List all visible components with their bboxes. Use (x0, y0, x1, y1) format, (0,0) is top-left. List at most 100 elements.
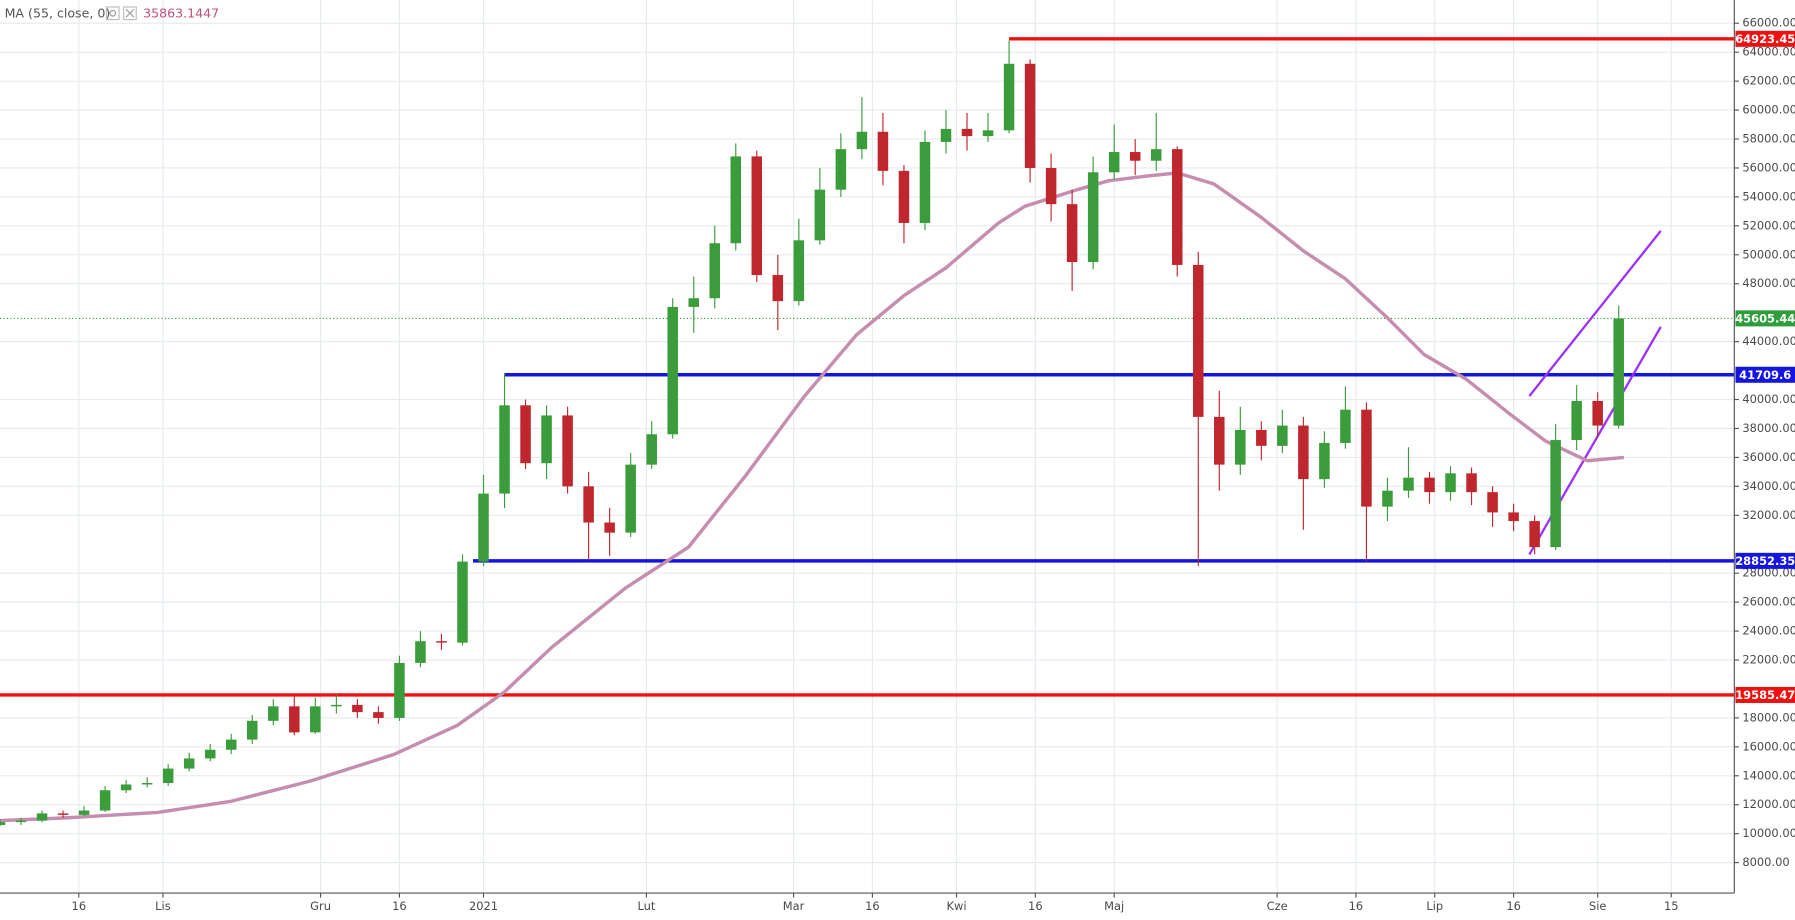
candle-body (15, 820, 27, 823)
x-tick-label: 16 (865, 899, 880, 913)
candle-body (730, 156, 742, 244)
candle-body (394, 662, 405, 718)
close-icon[interactable] (123, 6, 137, 21)
candle-body (772, 275, 784, 302)
level-tag (1735, 686, 1795, 703)
candle-body (625, 464, 636, 533)
y-tick-label: 58000.00 (1742, 132, 1795, 146)
candle-body (1571, 400, 1582, 441)
candle-body (856, 131, 868, 150)
candle-body (898, 170, 910, 223)
candle-body (331, 704, 342, 707)
candle-body (1403, 477, 1414, 491)
candle-body (120, 784, 132, 791)
y-tick-label: 62000.00 (1742, 74, 1795, 88)
candle-body (835, 149, 847, 190)
x-tick-label: 15 (1664, 899, 1679, 913)
y-tick-label: 8000.00 (1742, 855, 1789, 869)
candle-body (1361, 409, 1372, 507)
y-tick-label: 18000.00 (1742, 710, 1795, 724)
y-tick-label: 48000.00 (1742, 276, 1795, 290)
y-tick-label: 36000.00 (1742, 450, 1795, 464)
indicator-legend: MA (55, close, 0) 35863.1447 (5, 5, 220, 20)
candle-body (36, 813, 48, 821)
candle-body (520, 405, 531, 464)
x-tick-label: Maj (1104, 899, 1124, 913)
candle-body (0, 822, 6, 825)
candle-body (436, 641, 447, 643)
y-tick-label: 52000.00 (1742, 218, 1795, 232)
candle-body (1466, 473, 1477, 493)
level-tag (1735, 30, 1795, 47)
y-tick-label: 12000.00 (1742, 797, 1795, 811)
settings-icon-glyph (109, 9, 117, 17)
candle-body (1424, 477, 1435, 493)
candle-body (1150, 149, 1162, 161)
y-tick-label: 16000.00 (1742, 739, 1795, 753)
candle-body (1340, 409, 1351, 443)
candle-body (562, 415, 573, 487)
x-tick-label: Lut (637, 899, 655, 913)
candle-body (1171, 149, 1183, 265)
close-icon-glyph (125, 8, 135, 18)
candle-body (1529, 521, 1540, 548)
candle-body (268, 706, 279, 721)
y-tick-label: 44000.00 (1742, 334, 1795, 348)
candle-body (225, 739, 237, 750)
candle-body (1256, 429, 1267, 446)
candle-body (1592, 400, 1603, 426)
candle-body (961, 128, 973, 137)
y-tick-label: 28000.00 (1742, 566, 1795, 580)
y-tick-label: 26000.00 (1742, 595, 1795, 609)
candle-body (1087, 172, 1099, 263)
candle-body (1319, 442, 1330, 480)
candle-body (289, 706, 300, 733)
x-tick-label: 16 (392, 899, 407, 913)
moving-average (0, 171, 1625, 823)
candle-body (646, 434, 657, 465)
candle-body (982, 130, 994, 137)
candle-body (1214, 416, 1225, 465)
y-tick-label: 50000.00 (1742, 247, 1795, 261)
candle-body (1277, 425, 1288, 446)
candle-body (1193, 264, 1204, 417)
candle-body (1487, 492, 1498, 513)
candle-body (183, 758, 195, 769)
indicator-label: MA (55, close, 0) (5, 5, 111, 20)
level-label: 41709.6 (1739, 368, 1791, 382)
candle-body (204, 749, 216, 759)
y-tick-label: 56000.00 (1742, 160, 1795, 174)
candle-body (478, 493, 489, 562)
level-tag (1735, 366, 1795, 383)
level-tag (1735, 552, 1795, 569)
candle-body (1045, 167, 1057, 205)
x-tick-label: 16 (1028, 899, 1043, 913)
y-tick-label: 10000.00 (1742, 826, 1795, 840)
candle-body (352, 704, 363, 713)
candle-body (1298, 425, 1309, 480)
candle-body (141, 783, 153, 785)
candle-body (310, 706, 321, 733)
candle-body (247, 720, 258, 740)
candle-body (373, 712, 384, 718)
level-label: 28852.35 (1735, 554, 1795, 568)
candle-body (1613, 318, 1624, 426)
level-label: 19585.47 (1735, 688, 1795, 702)
y-tick-label: 24000.00 (1742, 624, 1795, 638)
candle-body (877, 131, 889, 171)
x-tick-label: Lip (1426, 899, 1443, 913)
candle-body (1235, 429, 1246, 465)
candle-body (940, 128, 952, 142)
y-tick-label: 34000.00 (1742, 479, 1795, 493)
candle-body (793, 240, 805, 302)
x-tick-label: 16 (72, 899, 87, 913)
candle-body (814, 189, 826, 241)
x-tick-label: 16 (1506, 899, 1521, 913)
settings-icon[interactable] (105, 6, 120, 21)
candle-body (78, 810, 90, 815)
y-tick-label: 14000.00 (1742, 768, 1795, 782)
level-label: 45605.44 (1735, 311, 1795, 325)
candle-body (457, 561, 468, 643)
candle-body (583, 486, 594, 523)
